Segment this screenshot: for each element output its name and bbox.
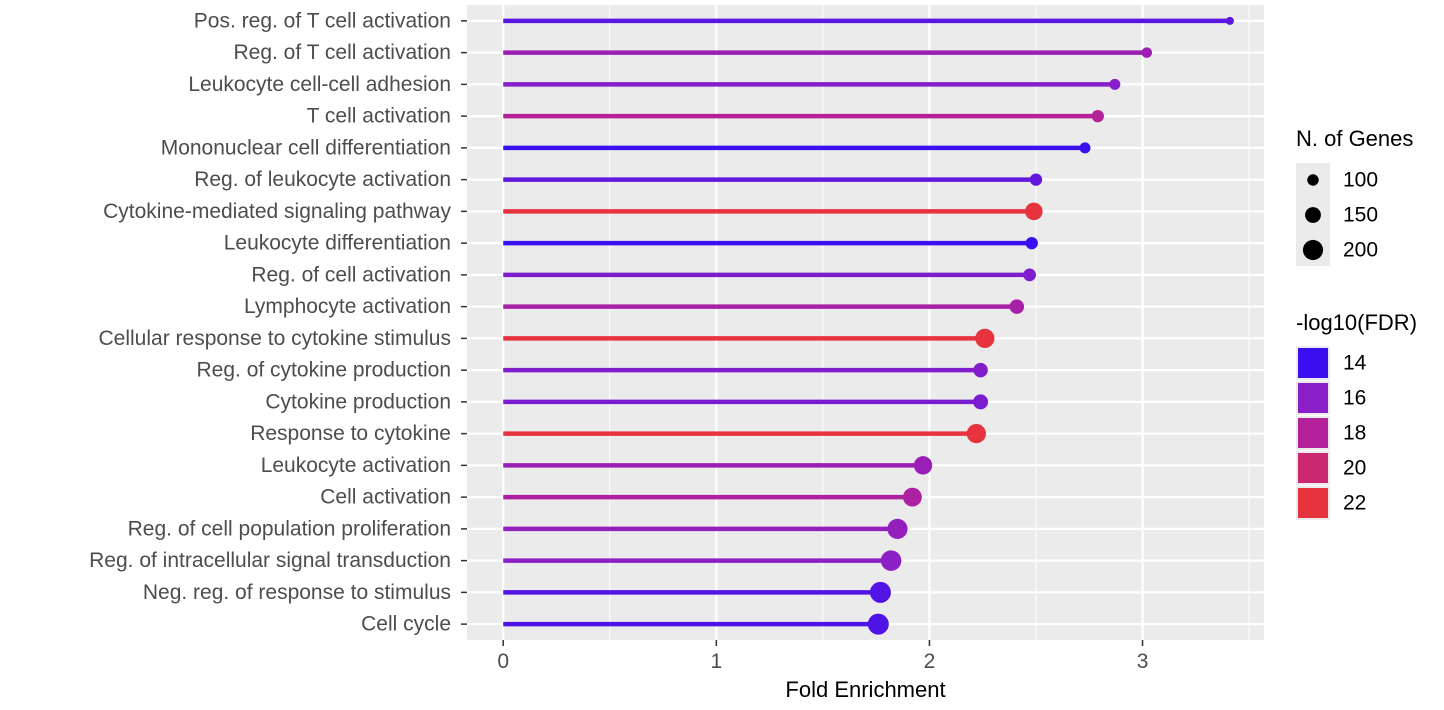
point: [869, 581, 891, 603]
size-legend-label: 200: [1343, 239, 1378, 262]
y-tick-label: Cell cycle: [361, 613, 451, 636]
y-tick-label: Reg. of leukocyte activation: [194, 168, 451, 191]
size-legend-label: 150: [1343, 204, 1378, 227]
x-tick-label: 3: [1137, 650, 1149, 673]
color-legend-keys: 14 16 18 20 22: [1296, 346, 1367, 520]
points: [867, 16, 1234, 635]
size-legend-keys: 100 150 200: [1302, 169, 1378, 262]
y-tick-label: Reg. of intracellular signal transductio…: [89, 549, 451, 572]
point: [966, 423, 986, 444]
y-tick-label: Neg. reg. of response to stimulus: [143, 581, 451, 604]
point: [1109, 78, 1121, 90]
y-tick-label: T cell activation: [307, 105, 451, 128]
y-tick-label: Cytokine-mediated signaling pathway: [103, 200, 451, 223]
color-legend-title: -log10(FDR): [1296, 310, 1417, 335]
y-axis-labels: Pos. reg. of T cell activation Reg. of T …: [89, 9, 467, 636]
color-legend-swatch: [1298, 383, 1328, 413]
color-legend-label: 18: [1343, 422, 1366, 445]
color-legend-swatch: [1298, 418, 1328, 448]
y-tick-label: Response to cytokine: [250, 422, 451, 445]
y-tick-label: Leukocyte differentiation: [224, 232, 451, 255]
y-tick-label: Mononuclear cell differentiation: [161, 136, 451, 159]
size-legend-dot: [1302, 239, 1324, 261]
plot-panel: [467, 5, 1264, 640]
point: [902, 487, 922, 507]
color-legend-label: 20: [1343, 457, 1366, 480]
point: [1079, 142, 1091, 154]
point: [1141, 47, 1153, 58]
color-legend-swatch: [1298, 348, 1328, 378]
point: [1029, 173, 1043, 186]
point: [973, 362, 988, 378]
point: [880, 550, 902, 571]
y-tick-label: Reg. of cell activation: [251, 263, 451, 286]
color-legend-label: 14: [1343, 352, 1367, 375]
y-tick-label: Leukocyte activation: [261, 454, 451, 477]
size-legend-dot: [1307, 174, 1319, 186]
color-legend-swatch: [1298, 488, 1328, 518]
point: [975, 328, 995, 349]
y-tick-label: Reg. of T cell activation: [233, 41, 451, 64]
color-legend: -log10(FDR) 14 16 18 20 22: [1296, 310, 1417, 520]
point: [913, 456, 933, 475]
point: [867, 613, 889, 635]
size-legend-dot: [1305, 207, 1321, 223]
y-tick-label: Lymphocyte activation: [244, 295, 451, 318]
color-legend-label: 16: [1343, 387, 1366, 410]
size-legend-label: 100: [1343, 169, 1378, 192]
x-tick-label: 2: [924, 650, 936, 673]
x-axis-ticks: 0 1 2 3: [497, 640, 1148, 673]
y-tick-label: Leukocyte cell-cell adhesion: [188, 73, 451, 96]
point: [1091, 109, 1104, 123]
x-tick-label: 1: [710, 650, 722, 673]
x-axis-title: Fold Enrichment: [785, 677, 945, 702]
y-tick-label: Pos. reg. of T cell activation: [194, 9, 451, 32]
x-tick-label: 0: [497, 650, 509, 673]
point: [973, 394, 989, 410]
point: [1023, 268, 1036, 282]
point: [1225, 16, 1234, 25]
y-tick-label: Cytokine production: [265, 390, 451, 413]
stems: [503, 18, 1230, 627]
y-tick-label: Cell activation: [320, 486, 451, 509]
color-legend-swatch: [1298, 453, 1328, 483]
size-legend-title: N. of Genes: [1296, 126, 1413, 151]
point: [887, 518, 908, 539]
y-tick-label: Reg. of cell population proliferation: [128, 517, 451, 540]
point: [1009, 299, 1025, 314]
size-legend: N. of Genes 100 150 200: [1296, 126, 1413, 266]
y-tick-label: Reg. of cytokine production: [197, 359, 451, 382]
color-legend-label: 22: [1343, 492, 1366, 515]
point: [1025, 202, 1043, 221]
y-tick-label: Cellular response to cytokine stimulus: [99, 327, 452, 350]
point: [1025, 236, 1038, 250]
